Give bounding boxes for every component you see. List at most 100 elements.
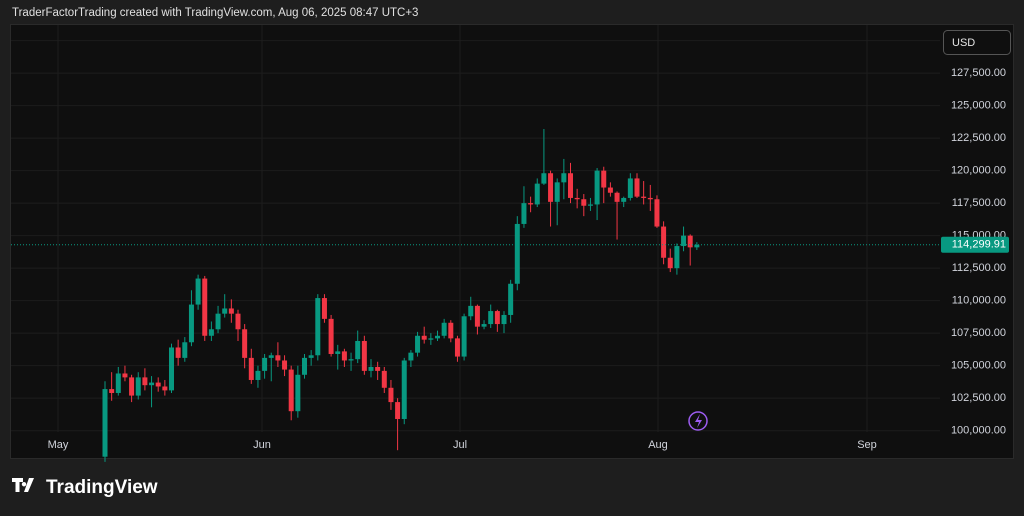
header-caption: TraderFactorTrading created with Trading… [12, 7, 418, 19]
candle-body [574, 197, 580, 200]
candle-body [268, 355, 274, 358]
candle-body [654, 199, 660, 227]
candle-body [202, 278, 208, 336]
candle-body [641, 196, 647, 198]
candle-body [621, 197, 627, 202]
y-tick-label: 120,000.00 [951, 165, 1006, 177]
candle-body [335, 351, 341, 354]
candle-body [328, 318, 334, 354]
y-tick-label: 100,000.00 [951, 425, 1006, 437]
candle-body [228, 308, 234, 314]
candle-body [601, 170, 607, 188]
candle-body [647, 197, 653, 200]
candle-body [581, 199, 587, 206]
x-tick-label: May [48, 439, 69, 451]
candle-body [541, 173, 547, 184]
candle-body [441, 322, 447, 336]
candle-body [235, 313, 241, 330]
candle-body [561, 173, 567, 183]
candle-body [667, 257, 673, 269]
candle-body [381, 370, 387, 388]
candle-body [395, 402, 401, 419]
x-tick-label: Sep [857, 439, 877, 451]
candle-body [388, 387, 394, 403]
y-tick-label: 105,000.00 [951, 360, 1006, 372]
y-tick-label: 102,500.00 [951, 392, 1006, 404]
candle-body [208, 329, 214, 336]
candle-body [315, 298, 321, 356]
candle-body [481, 324, 487, 327]
candle-body [627, 178, 633, 198]
candle-body [415, 335, 421, 353]
lightning-icon [688, 411, 708, 431]
candle-body [122, 373, 128, 378]
candle-body [674, 246, 680, 269]
candle-body [355, 340, 361, 360]
candle-body [149, 382, 155, 386]
candle-body [295, 374, 301, 412]
candle-body [262, 357, 268, 371]
candle-body [661, 226, 667, 258]
candle-body [375, 366, 381, 371]
candle-body [687, 235, 693, 248]
candle-body [361, 340, 367, 371]
candle-body [242, 329, 248, 358]
x-tick-label: Aug [648, 439, 668, 451]
candle-body [587, 204, 593, 206]
candle-body [488, 311, 494, 325]
x-tick-label: Jul [453, 439, 467, 451]
logo-text: TradingView [46, 477, 158, 498]
candle-body [594, 170, 600, 205]
candle-body [129, 377, 135, 396]
candle-body [448, 322, 454, 339]
x-tick-label: Jun [253, 439, 271, 451]
candle-body [341, 351, 347, 361]
candle-body [474, 305, 480, 327]
candle-body [348, 359, 354, 361]
candle-body [368, 366, 374, 371]
candle-body [302, 357, 307, 375]
candle-body [321, 298, 327, 319]
candle-body [514, 223, 520, 284]
candle-body [175, 347, 181, 358]
logo-mark [12, 478, 34, 492]
chart-panel [10, 24, 1014, 459]
plot: 100,000.00 102,500.00 105,000.00 107,500.00… [11, 25, 1009, 462]
y-tick-label: 110,000.00 [952, 295, 1006, 307]
candle-body [607, 187, 613, 193]
last-price-label: 114,299.91 [952, 239, 1006, 251]
y-tick-label: 112,500.00 [952, 262, 1006, 274]
candle-body [115, 373, 121, 393]
candle-body [408, 352, 414, 361]
candle-body [282, 360, 288, 370]
last-price-box [941, 236, 1009, 253]
candle-body [288, 369, 294, 412]
candle-body [508, 283, 514, 315]
candle-body [694, 244, 700, 248]
candle-body [275, 355, 281, 361]
candle-body [155, 382, 161, 387]
candle-body [135, 377, 141, 396]
candle-body [634, 178, 640, 197]
candle-body [401, 360, 407, 419]
candle-body [494, 311, 500, 325]
y-tick-label: 107,500.00 [951, 327, 1006, 339]
candle-body [528, 203, 534, 205]
candle-body [215, 313, 221, 330]
candle-body [255, 370, 261, 380]
candle-body [169, 347, 174, 391]
candle-body [521, 203, 527, 224]
candle-body [421, 335, 427, 340]
candle-body [534, 183, 540, 205]
candle-body [162, 386, 168, 391]
candle-body [461, 316, 467, 357]
y-tick-label: 122,500.00 [951, 132, 1006, 144]
candle-body [195, 278, 201, 305]
candle-body [182, 342, 188, 358]
candle-body [102, 389, 108, 457]
candle-body [435, 335, 440, 339]
candle-body [188, 304, 194, 343]
candle-body [142, 377, 148, 386]
candle-body [454, 338, 460, 357]
